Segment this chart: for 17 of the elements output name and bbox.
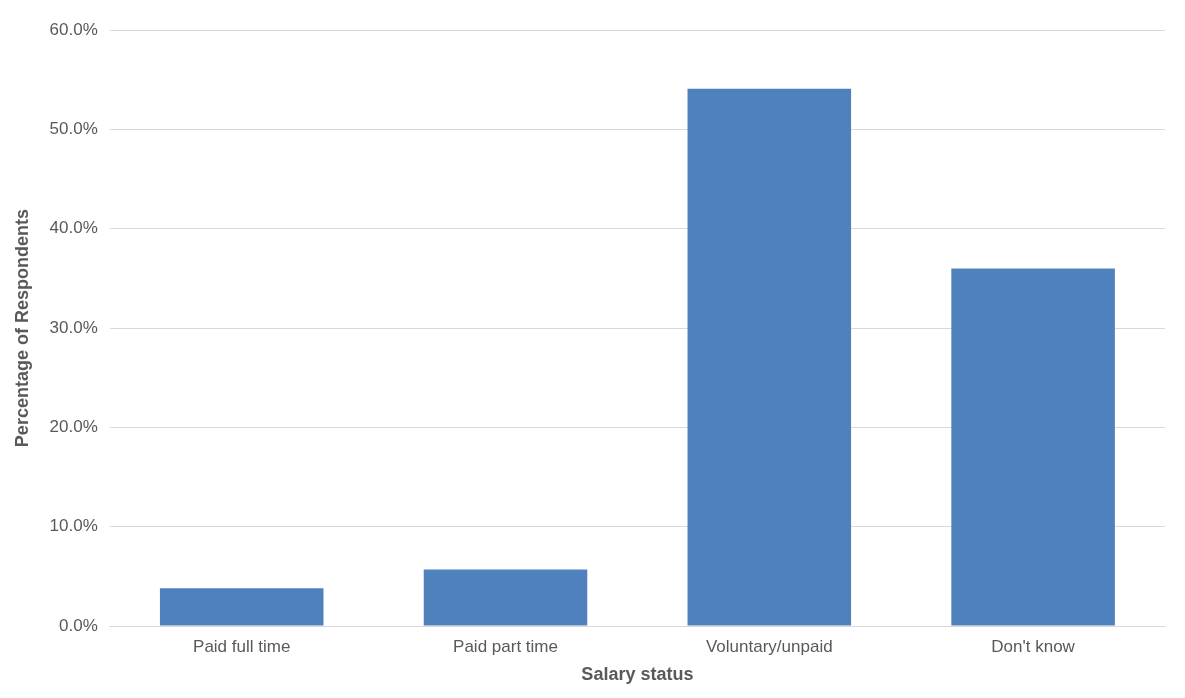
x-axis-title: Salary status bbox=[581, 664, 694, 685]
y-tick-label: 0.0% bbox=[59, 615, 98, 635]
bar bbox=[423, 569, 588, 626]
x-tick-label: Paid part time bbox=[453, 636, 558, 656]
y-tick-label: 40.0% bbox=[49, 218, 98, 238]
y-tick-label: 10.0% bbox=[49, 516, 98, 536]
y-tick-label: 20.0% bbox=[49, 417, 98, 437]
x-tick-label: Don't know bbox=[991, 636, 1076, 656]
y-tick-label: 30.0% bbox=[49, 317, 98, 337]
bar bbox=[687, 88, 852, 626]
bar bbox=[159, 588, 324, 626]
y-axis-title: Percentage of Respondents bbox=[11, 209, 32, 448]
y-tick-label: 50.0% bbox=[49, 119, 98, 139]
x-tick-label: Voluntary/unpaid bbox=[705, 636, 833, 656]
bar bbox=[951, 268, 1115, 626]
y-tick-label: 60.0% bbox=[49, 19, 98, 39]
x-tick-label: Paid full time bbox=[193, 636, 291, 656]
